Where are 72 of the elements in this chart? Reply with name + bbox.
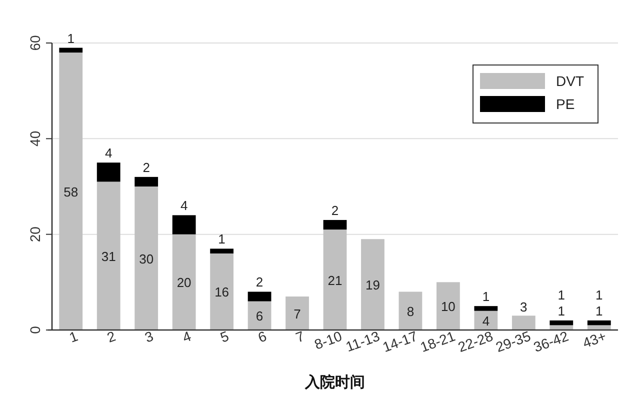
bar [550,325,574,330]
data-label: 1 [558,287,566,302]
data-label: 10 [440,299,456,314]
x-tick-label: 6 [256,328,269,346]
bar [248,301,272,330]
bar [59,52,83,330]
data-label: 4 [104,146,112,161]
bar [210,253,234,330]
y-tick-label: 40 [27,130,43,146]
y-tick-label: 60 [27,35,43,51]
bar [474,310,498,330]
x-tick-label: 7 [293,328,306,346]
x-axis-title: 入院时间 [304,374,365,391]
bar [210,248,234,254]
data-label: 4 [180,198,188,214]
data-label: 19 [366,278,380,293]
x-tick-label: 2 [104,328,118,346]
bar [248,292,272,302]
data-label: 2 [331,202,339,218]
data-label: 7 [294,306,301,322]
data-label: 16 [214,284,230,300]
y-tick-label: 20 [27,226,43,242]
bar [398,292,422,330]
x-tick-label: 5 [218,328,232,346]
x-tick-label: 29-35 [494,328,533,356]
x-tick-label: 43+ [580,328,608,351]
x-tick-label: 14-17 [380,328,420,356]
y-tick-label: 0 [27,326,43,334]
x-tick-label: 3 [142,328,156,346]
data-label: 1 [596,287,603,302]
bar [286,296,309,330]
data-label: 2 [256,274,264,290]
bar [587,325,611,330]
data-label: 3 [520,300,528,315]
data-label: 30 [139,251,154,266]
bar [587,320,611,326]
bar [361,239,384,330]
bar [512,316,536,330]
x-tick-label: 36-42 [531,328,571,356]
legend-label: DVT [556,73,584,89]
data-label: 20 [176,275,192,290]
bar [323,230,347,330]
data-label: 6 [256,308,264,324]
bar [59,48,83,53]
data-label: 4 [482,313,490,328]
data-label: 21 [328,272,342,288]
data-label: 1 [596,303,603,318]
legend-label: PE [556,96,575,112]
bar [474,306,498,311]
x-tick-label: 18-21 [418,328,458,356]
x-tick-label: 1 [67,328,80,346]
x-tick-label: 11-13 [344,328,382,355]
x-tick-label: 22-28 [456,328,496,356]
data-label: 31 [101,248,116,264]
bar [172,234,196,330]
bar [134,186,158,330]
data-label: 1 [218,232,226,247]
bar [550,320,574,326]
bar [323,220,347,230]
bar [96,162,120,182]
data-label: 2 [142,160,150,175]
x-tick-label: 4 [180,328,194,346]
bar [436,282,460,330]
x-tick-label: 8-10 [312,328,344,352]
bar [134,176,158,186]
data-label: 1 [558,303,566,318]
data-label: 58 [64,184,78,200]
bar [96,182,120,330]
data-label: 1 [482,289,490,304]
bar [172,215,196,234]
data-label: 1 [67,30,74,46]
data-label: 8 [406,304,414,319]
